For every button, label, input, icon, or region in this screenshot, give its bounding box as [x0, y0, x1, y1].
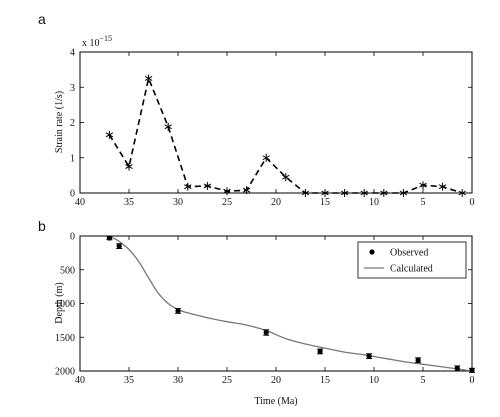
strain-rate-point — [105, 130, 114, 139]
panel-b-xlabel: Time (Ma) — [254, 396, 297, 407]
panel-b-y-ticks: 0 500 1000 1500 2000 — [55, 232, 472, 378]
panel-b: b Depth (m) Time (Ma) 40 35 30 25 20 15 10 5 0 0… — [38, 218, 475, 407]
strain-rate-point — [438, 182, 447, 191]
panel-a-y-ticks: 0 1 2 3 4 — [70, 48, 472, 200]
strain-rate-point — [399, 189, 408, 197]
panel-a: a Strain rate (1/s) x 10−15 40 35 30 25 20 15… — [38, 11, 475, 208]
strain-rate-point — [203, 181, 212, 190]
legend-box — [357, 241, 467, 279]
strain-rate-point — [340, 189, 349, 197]
panel-a-x-tick-label: 20 — [271, 197, 281, 208]
panel-a-y-tick-label: 1 — [70, 153, 75, 164]
observed-point — [454, 365, 461, 372]
panel-a-y-tick-label: 0 — [70, 189, 75, 200]
legend: Observed Calculated — [357, 241, 467, 279]
panel-a-x-tick-label: 25 — [222, 197, 232, 208]
observed-point — [317, 348, 324, 355]
legend-calculated-label: Calculated — [390, 264, 433, 275]
strain-rate-point — [419, 181, 427, 190]
panel-a-x-tick-label: 15 — [320, 197, 330, 208]
panel-b-y-tick-label: 0 — [70, 232, 75, 243]
strain-rate-point — [164, 122, 172, 131]
panel-b-x-tick-label: 0 — [470, 375, 475, 386]
panel-b-y-tick-label: 2000 — [55, 367, 75, 378]
panel-b-x-tick-label: 30 — [173, 375, 183, 386]
strain-rate-point — [262, 153, 270, 162]
panel-a-scale-label: x 10−15 — [82, 34, 112, 49]
panel-a-x-tick-label: 5 — [421, 197, 426, 208]
panel-b-x-tick-label: 35 — [124, 375, 134, 386]
panel-a-x-tick-label: 30 — [173, 197, 183, 208]
panel-b-y-tick-label: 500 — [60, 265, 75, 276]
strain-rate-point — [242, 186, 251, 195]
panel-b-x-tick-label: 40 — [75, 375, 85, 386]
strain-rate-point — [380, 189, 388, 197]
panel-a-x-tick-label: 0 — [470, 197, 475, 208]
panel-a-x-tick-label: 10 — [369, 197, 379, 208]
panel-b-x-tick-label: 10 — [369, 375, 379, 386]
strain-rate-point — [184, 182, 192, 191]
observed-point — [175, 308, 181, 314]
panel-a-series — [105, 74, 466, 197]
panel-b-y-tick-label: 1000 — [55, 299, 75, 310]
panel-a-y-tick-label: 2 — [70, 118, 75, 129]
panel-b-letter: b — [38, 218, 46, 234]
strain-rate-point — [144, 74, 153, 83]
strain-rate-point — [301, 189, 310, 197]
panel-a-letter: a — [38, 11, 46, 27]
strain-rate-point — [360, 189, 368, 197]
calculated-line — [109, 235, 473, 372]
strain-rate-point — [282, 173, 290, 182]
panel-a-x-tick-label: 35 — [124, 197, 134, 208]
panel-a-x-ticks: 40 35 30 25 20 15 10 5 0 — [75, 52, 475, 208]
observed-point — [469, 367, 475, 373]
panel-b-x-tick-label: 5 — [421, 375, 426, 386]
panel-b-series — [106, 235, 475, 373]
observed-point — [366, 353, 373, 360]
panel-b-x-tick-label: 20 — [271, 375, 281, 386]
strain-rate-point — [223, 187, 231, 196]
panel-b-x-tick-label: 15 — [320, 375, 330, 386]
observed-point — [415, 357, 422, 364]
panel-b-ylabel: Depth (m) — [54, 282, 65, 323]
panel-a-y-tick-label: 4 — [70, 48, 75, 59]
panel-b-x-tick-label: 25 — [222, 375, 232, 386]
panel-b-y-tick-label: 1500 — [55, 333, 75, 344]
strain-rate-point — [125, 162, 133, 171]
panel-a-ylabel: Strain rate (1/s) — [54, 91, 65, 153]
panel-a-x-tick-label: 40 — [75, 197, 85, 208]
legend-observed-marker — [369, 249, 375, 255]
observed-point — [116, 243, 123, 249]
strain-rate-point — [321, 189, 329, 197]
strain-rate-point — [458, 189, 466, 197]
panel-a-y-tick-label: 3 — [70, 83, 75, 94]
panel-b-x-ticks: 40 35 30 25 20 15 10 5 0 — [75, 236, 475, 386]
observed-point — [263, 329, 270, 336]
observed-point — [106, 235, 113, 241]
legend-observed-label: Observed — [390, 248, 428, 259]
